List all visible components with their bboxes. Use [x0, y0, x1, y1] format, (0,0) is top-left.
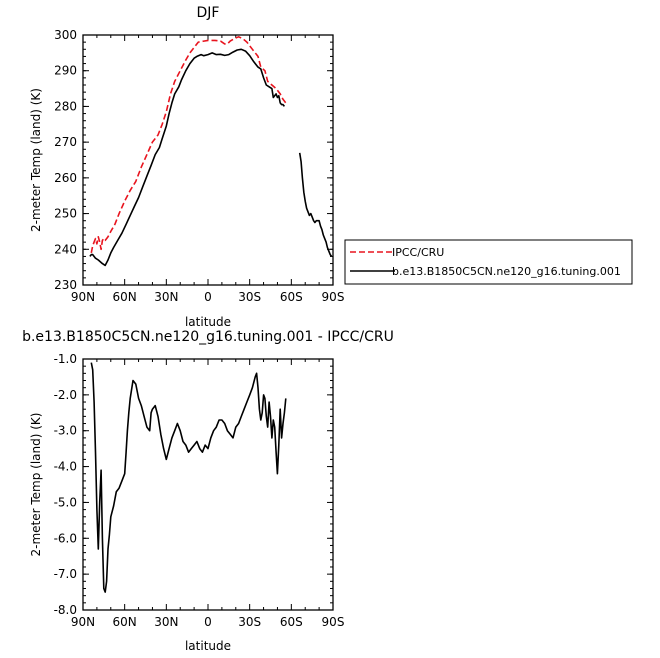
x-tick-label: 0	[204, 290, 212, 304]
series-line	[89, 48, 286, 267]
x-tick-label: 60S	[280, 615, 303, 629]
x-tick-label: 90N	[71, 290, 95, 304]
bottom-panel: b.e13.B1850C5CN.ne120_g16.tuning.001 - I…	[22, 329, 394, 653]
series-line	[90, 36, 287, 254]
x-tick-label: 30S	[238, 290, 261, 304]
y-tick-label: -8.0	[54, 603, 77, 617]
y-tick-label: 260	[54, 171, 77, 185]
x-tick-label: 30N	[154, 290, 178, 304]
x-tick-label: 0	[204, 615, 212, 629]
y-tick-label: -2.0	[54, 388, 77, 402]
y-tick-label: 290	[54, 64, 77, 78]
x-axis-label: latitude	[185, 315, 231, 329]
legend-box	[344, 239, 633, 285]
y-tick-label: -6.0	[54, 531, 77, 545]
x-tick-label: 30N	[154, 615, 178, 629]
y-tick-label: -3.0	[54, 424, 77, 438]
x-tick-label: 60N	[113, 615, 137, 629]
y-tick-label: 300	[54, 28, 77, 42]
legend-label: b.e13.B1850C5CN.ne120_g16.tuning.001	[392, 265, 621, 278]
y-tick-label: -4.0	[54, 460, 77, 474]
x-tick-label: 90N	[71, 615, 95, 629]
y-tick-label: 240	[54, 242, 77, 256]
series-line	[298, 152, 333, 257]
top-panel: DJF 90N 60N 30N 0 30S 60S 90S 230 240 250 260 270 280…	[29, 5, 344, 329]
y-tick-label: -5.0	[54, 495, 77, 509]
y-tick-label: 250	[54, 207, 77, 221]
y-axis-label: 2-meter Temp (land) (K)	[29, 88, 43, 232]
x-axis-label: latitude	[185, 639, 231, 653]
x-tick-label: 60N	[113, 290, 137, 304]
legend: IPCC/CRU b.e13.B1850C5CN.ne120_g16.tuning…	[344, 239, 633, 285]
y-tick-label: -7.0	[54, 567, 77, 581]
y-tick-label: 280	[54, 99, 77, 113]
y-tick-label: 270	[54, 135, 77, 149]
difference-line	[90, 362, 287, 593]
x-tick-label: 90S	[322, 290, 345, 304]
y-tick-label: -1.0	[54, 352, 77, 366]
x-tick-label: 30S	[238, 615, 261, 629]
x-tick-label: 60S	[280, 290, 303, 304]
plot-frame	[82, 34, 334, 286]
chart-title: b.e13.B1850C5CN.ne120_g16.tuning.001 - I…	[22, 329, 394, 345]
legend-label: IPCC/CRU	[392, 246, 444, 259]
chart-title: DJF	[197, 5, 220, 21]
x-tick-label: 90S	[322, 615, 345, 629]
y-tick-label: 230	[54, 278, 77, 292]
y-axis-label: 2-meter Temp (land) (K)	[29, 413, 43, 557]
